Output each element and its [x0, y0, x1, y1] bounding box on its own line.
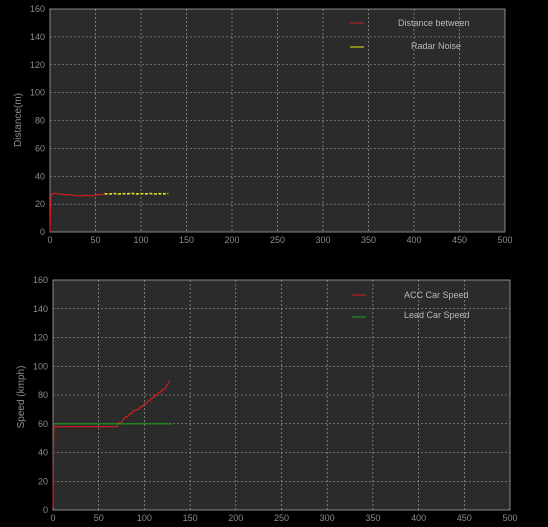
y-tick-label: 60 [38, 419, 48, 429]
x-tick-label: 300 [315, 235, 330, 245]
x-tick-label: 400 [406, 235, 421, 245]
legend-label-distance-between: Distance between [398, 18, 470, 28]
x-tick-label: 0 [47, 235, 52, 245]
y-tick-label: 140 [30, 32, 45, 42]
y-tick-label: 120 [30, 60, 45, 70]
x-tick-label: 500 [497, 235, 512, 245]
y-tick-label: 40 [35, 171, 45, 181]
y-tick-label: 20 [35, 199, 45, 209]
series-line-radar-noise [104, 192, 169, 195]
x-tick-label: 250 [274, 513, 289, 523]
x-tick-label: 200 [228, 513, 243, 523]
legend-label-lead-car-speed: Lead Car Speed [404, 310, 470, 320]
legend-label-radar-noise: Radar Noise [411, 41, 461, 51]
y-tick-label: 0 [43, 505, 48, 515]
series-line-distance-between [49, 192, 105, 233]
y-tick-label: 100 [30, 88, 45, 98]
x-tick-label: 100 [133, 235, 148, 245]
x-tick-label: 150 [179, 235, 194, 245]
y-tick-label: 140 [33, 304, 48, 314]
legend: ACC Car Speed Lead Car Speed [352, 290, 470, 320]
y-tick-label: 160 [30, 4, 45, 14]
x-tick-label: 50 [90, 235, 100, 245]
y-tick-label: 80 [38, 390, 48, 400]
y-tick-label: 80 [35, 116, 45, 126]
x-tick-label: 0 [50, 513, 55, 523]
x-tick-label: 350 [365, 513, 380, 523]
x-tick-label: 500 [502, 513, 517, 523]
x-tick-label: 400 [411, 513, 426, 523]
y-tick-label: 20 [38, 476, 48, 486]
y-tick-label: 60 [35, 143, 45, 153]
y-axis-label: Speed (kmph) [16, 366, 27, 429]
x-tick-label: 450 [452, 235, 467, 245]
distance-panel: Distance(m) 0 50 100 150 200 250 300 350 400 450 5… [13, 4, 513, 245]
x-tick-label: 100 [137, 513, 152, 523]
x-tick-label: 300 [320, 513, 335, 523]
x-tick-label: 250 [270, 235, 285, 245]
legend: Distance between Radar Noise [350, 18, 470, 51]
x-tick-label: 150 [183, 513, 198, 523]
axes-frame [52, 279, 511, 511]
legend-label-acc-car-speed: ACC Car Speed [404, 290, 469, 300]
y-tick-label: 160 [33, 275, 48, 285]
series-line-acc-car-speed [52, 380, 171, 508]
y-tick-label: 40 [38, 448, 48, 458]
x-tick-label: 200 [224, 235, 239, 245]
y-tick-label: 100 [33, 361, 48, 371]
x-tick-label: 50 [94, 513, 104, 523]
axes-frame [49, 8, 506, 233]
y-axis-label: Distance(m) [13, 93, 24, 147]
speed-panel: Speed (kmph) 0 50 100 150 200 250 300 350 400 450… [16, 275, 518, 523]
y-tick-label: 120 [33, 333, 48, 343]
x-tick-label: 450 [457, 513, 472, 523]
y-tick-label: 0 [40, 227, 45, 237]
x-tick-label: 350 [361, 235, 376, 245]
